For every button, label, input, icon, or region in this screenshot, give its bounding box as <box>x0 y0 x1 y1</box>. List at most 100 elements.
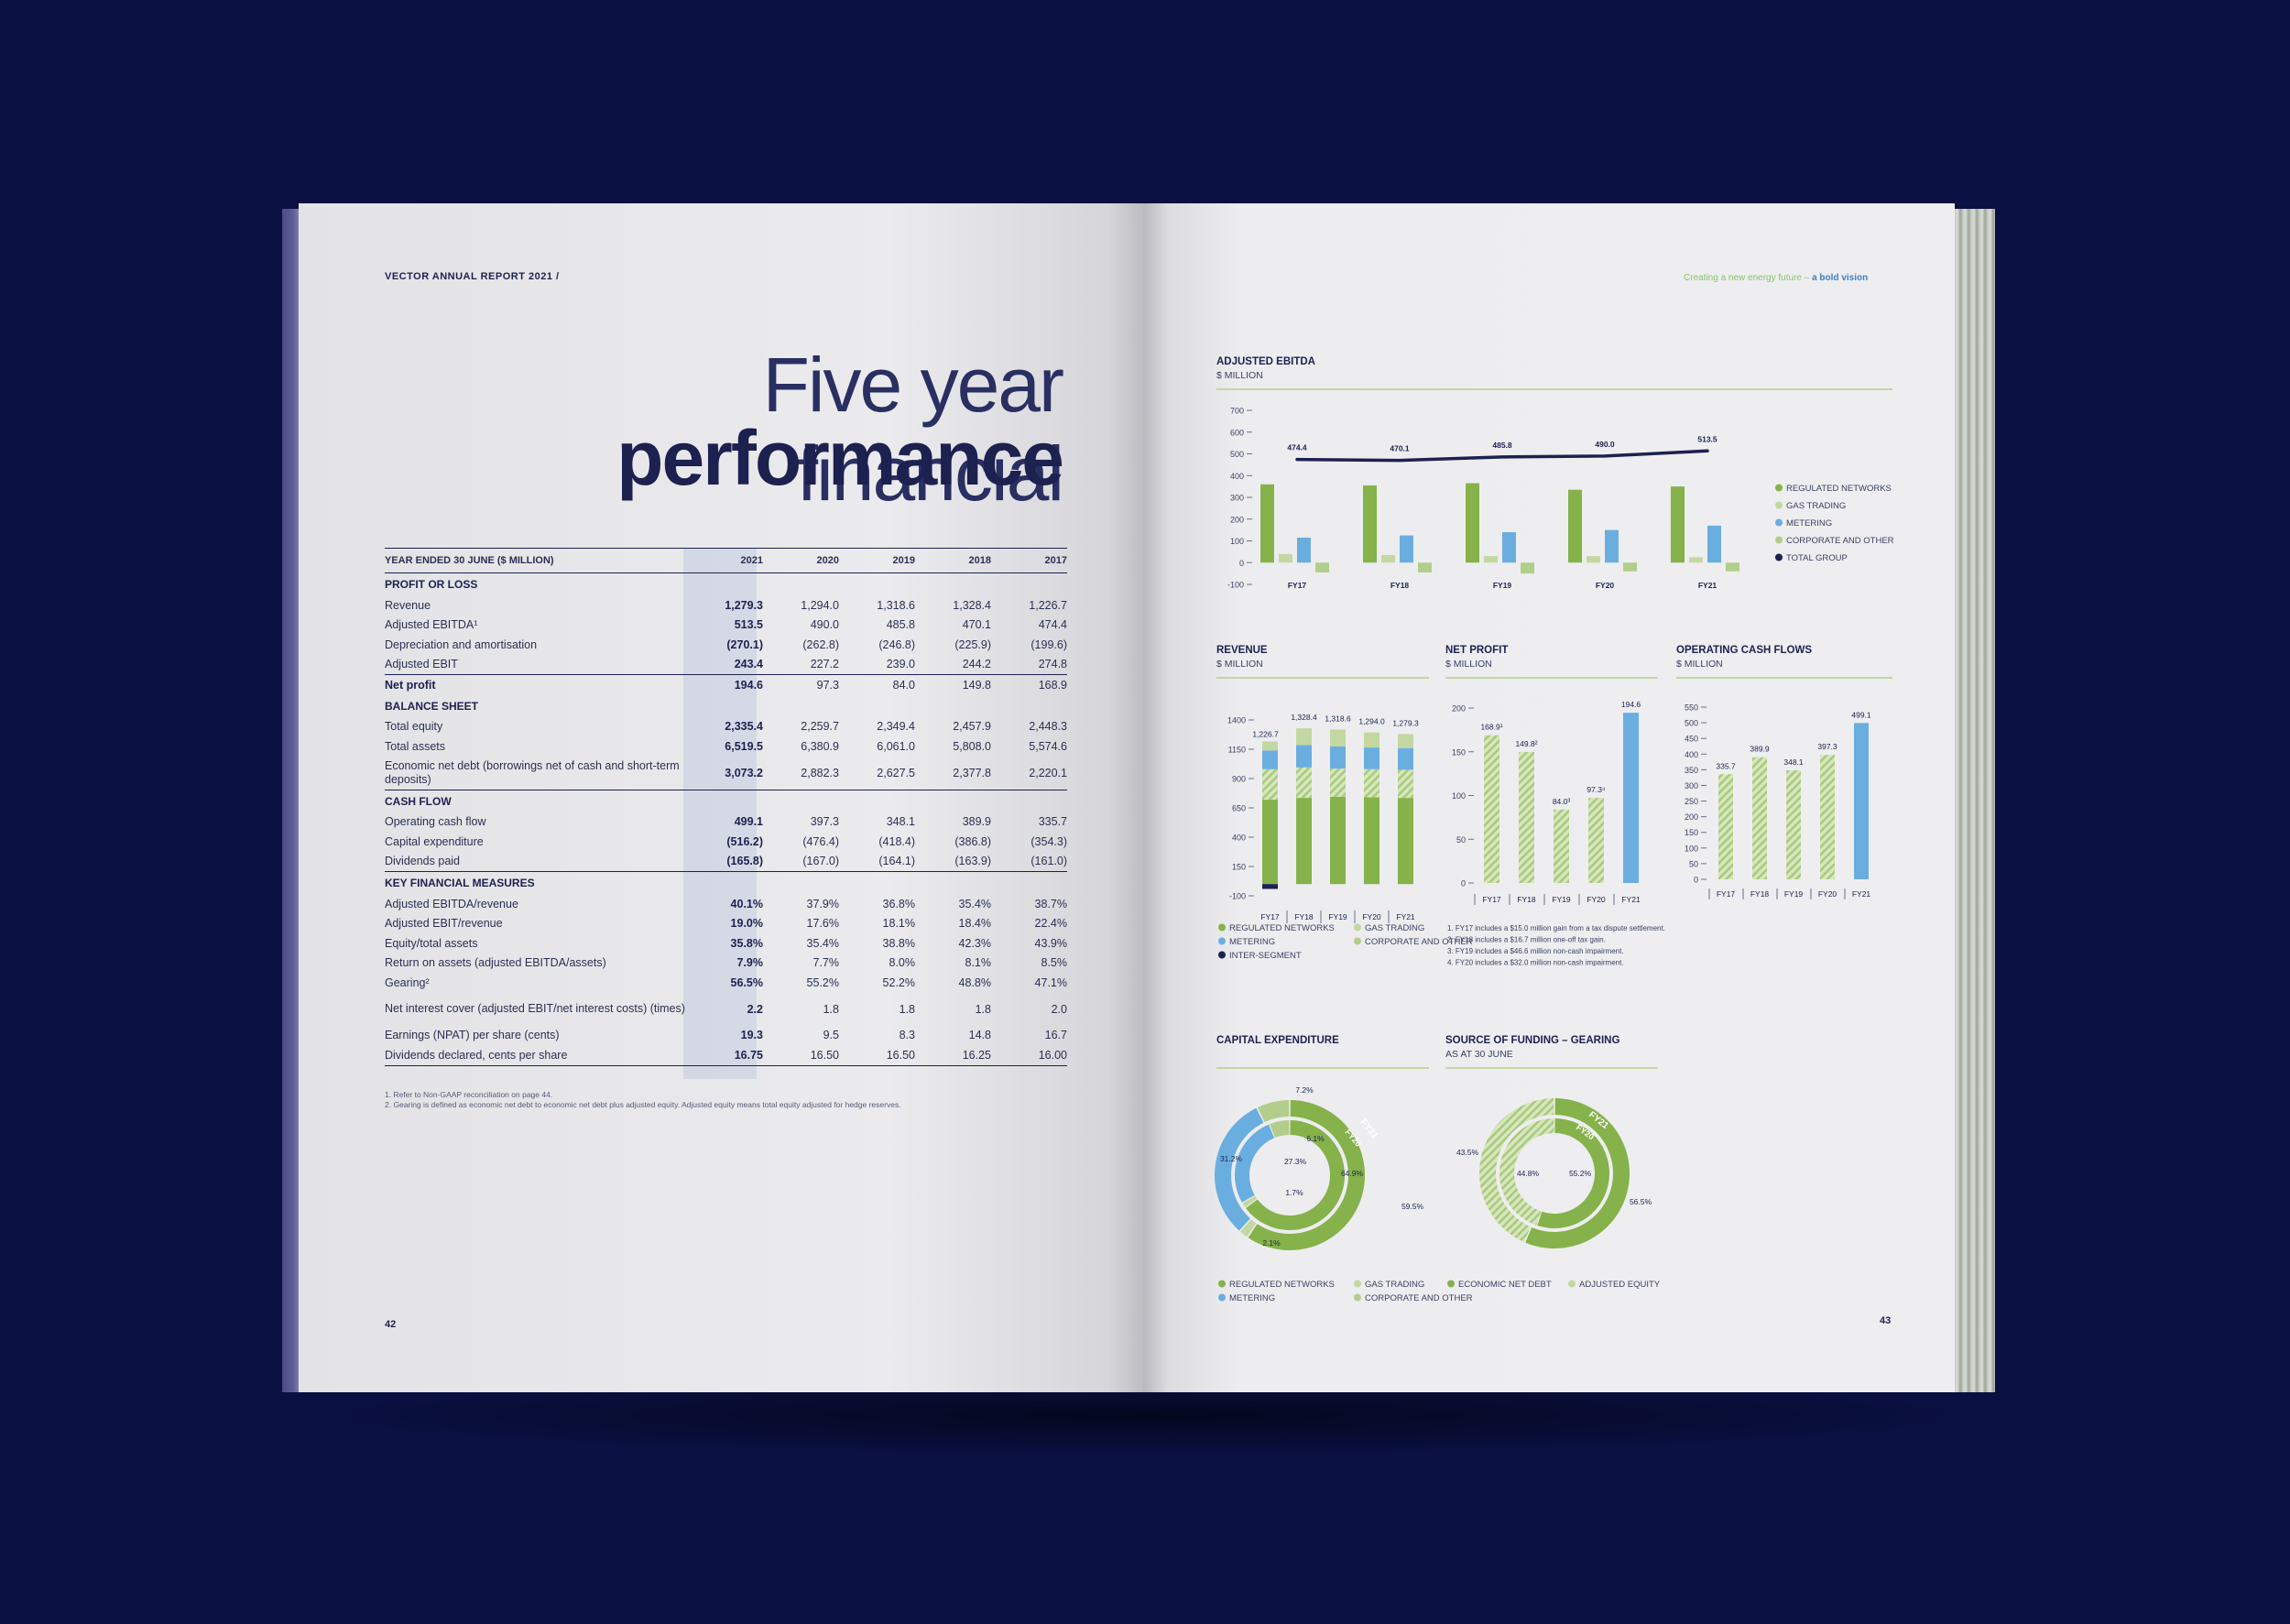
opcash-bar <box>1786 770 1801 879</box>
ebitda-bar <box>1671 486 1685 563</box>
row-value: (199.6) <box>1030 638 1067 651</box>
revenue-segment <box>1296 767 1312 799</box>
ebitda-bar <box>1315 562 1329 572</box>
row-value: 2,349.4 <box>877 720 915 734</box>
table-header-label: YEAR ENDED 30 JUNE ($ MILLION) <box>385 555 554 566</box>
table-row: Adjusted EBITDA/revenue 40.1% 37.9% 36.8% 35… <box>385 894 1067 914</box>
bar-data-label: 389.9 <box>1750 745 1770 754</box>
revenue-segment <box>1330 768 1346 797</box>
current-year-highlight <box>683 548 757 1079</box>
row-value: 335.7 <box>1038 815 1067 829</box>
legend-entry: GAS TRADING <box>1786 501 1846 511</box>
bar-total-label: 1,279.3 <box>1392 718 1419 727</box>
x-tick-label: FY21 <box>1852 889 1871 899</box>
chart-title: REVENUE <box>1216 645 1268 656</box>
slice-label: 55.2% <box>1569 1169 1592 1178</box>
capex-outer-segment <box>1248 1100 1366 1250</box>
legend-swatch <box>1775 484 1783 492</box>
footnote: 1. Refer to Non-GAAP reconciliation on p… <box>385 1090 553 1099</box>
row-value: (386.8) <box>954 834 991 848</box>
legend-swatch <box>1218 1293 1226 1302</box>
x-tick-label: FY17 <box>1288 581 1307 590</box>
row-value: 485.8 <box>886 618 915 632</box>
row-label: Total assets <box>385 739 446 753</box>
row-label: Operating cash flow <box>385 815 486 829</box>
revenue-segment <box>1364 768 1379 798</box>
legend-swatch <box>1218 937 1226 945</box>
table-footnotes: 1. Refer to Non-GAAP reconciliation on p… <box>385 1090 901 1110</box>
slice-label: 2.1% <box>1262 1238 1281 1248</box>
row-label: Net interest cover (adjusted EBIT/net in… <box>385 1002 685 1015</box>
row-label: Return on assets (adjusted EBITDA/assets… <box>385 956 606 970</box>
bar-data-label: 499.1 <box>1851 710 1871 719</box>
bar-data-label: 335.7 <box>1716 761 1736 770</box>
row-value: 227.2 <box>810 658 839 671</box>
capex-outer-segment <box>1257 1100 1290 1123</box>
row-label: Capital expenditure <box>385 834 484 848</box>
row-value: 52.2% <box>882 975 915 989</box>
row-value: 18.4% <box>958 917 991 931</box>
row-value: 38.8% <box>882 936 915 950</box>
row-value: 2,335.4 <box>725 720 763 734</box>
table-row: Adjusted EBIT/revenue 19.0% 17.6% 18.1% 18.4… <box>385 914 1067 934</box>
year-column-header: 2020 <box>816 555 839 566</box>
bar-total-label: 1,226.7 <box>1252 729 1279 738</box>
row-value: 2.0 <box>1051 1002 1067 1016</box>
chart-footnote: 4. FY20 includes a $32.0 million non-cas… <box>1447 959 1624 967</box>
x-tick-label: FY20 <box>1818 889 1837 899</box>
ring-label: FY21 <box>1358 1117 1380 1141</box>
ebitda-bar <box>1502 532 1516 563</box>
x-tick-label: FY17 <box>1260 912 1280 921</box>
ebitda-bar <box>1605 529 1619 563</box>
row-value: 16.50 <box>810 1048 839 1062</box>
legend-entry: CORPORATE AND OTHER <box>1786 536 1894 546</box>
x-tick-label: FY21 <box>1396 912 1415 921</box>
chart-subtitle: $ MILLION <box>1216 370 1263 381</box>
y-tick-label: 150 <box>1452 747 1466 757</box>
slice-label: 44.8% <box>1517 1169 1540 1178</box>
row-value: 5,574.6 <box>1029 739 1067 753</box>
row-value: 397.3 <box>810 815 839 829</box>
page-title-line2: performance <box>616 415 1064 501</box>
revenue-segment <box>1364 747 1379 769</box>
row-value: 16.00 <box>1038 1048 1067 1062</box>
chart-title: ADJUSTED EBITDA <box>1216 356 1315 367</box>
chart-subtitle: AS AT 30 JUNE <box>1445 1049 1513 1060</box>
row-value: 14.8 <box>968 1029 991 1042</box>
row-label: Adjusted EBIT/revenue <box>385 917 503 931</box>
line-data-label: 485.8 <box>1492 441 1512 450</box>
x-tick-label: FY18 <box>1294 912 1314 921</box>
row-value: 1,328.4 <box>953 598 991 612</box>
revenue-segment <box>1398 769 1413 799</box>
line-data-label: 490.0 <box>1595 440 1615 449</box>
ebitda-bar <box>1466 483 1479 563</box>
row-value: 243.4 <box>734 658 763 671</box>
chart-title: OPERATING CASH FLOWS <box>1676 645 1812 656</box>
row-value: (418.4) <box>878 834 915 848</box>
netprofit-bar <box>1554 809 1569 883</box>
chart-subtitle: $ MILLION <box>1216 659 1263 670</box>
row-value: 84.0 <box>892 678 915 692</box>
section-heading: BALANCE SHEET <box>385 695 1067 717</box>
y-tick-label: 150 <box>1232 863 1246 872</box>
row-value: 17.6% <box>806 917 839 931</box>
chart-subtitle: $ MILLION <box>1676 659 1723 670</box>
ebitda-bar <box>1381 554 1395 563</box>
legend-entry: METERING <box>1786 518 1832 529</box>
slice-label: 59.5% <box>1401 1202 1424 1211</box>
opcash-bar <box>1820 755 1835 879</box>
row-value: 194.6 <box>734 678 763 692</box>
bar-total-label: 1,328.4 <box>1291 713 1317 722</box>
chart-footnote: 1. FY17 includes a $15.0 million gain fr… <box>1447 924 1665 932</box>
table-row: Adjusted EBIT 243.4 227.2 239.0 244.2 274.8 <box>385 655 1067 675</box>
bar-data-label: 84.0³ <box>1553 797 1571 806</box>
row-value: 42.3% <box>958 936 991 950</box>
y-tick-label: 100 <box>1685 844 1698 853</box>
y-tick-label: 400 <box>1232 834 1246 843</box>
y-tick-label: 300 <box>1685 781 1698 790</box>
revenue-segment <box>1398 747 1413 770</box>
row-value: 37.9% <box>806 897 839 910</box>
funding-inner-segment <box>1499 1118 1554 1226</box>
legend-entry: CORPORATE AND OTHER <box>1365 937 1473 947</box>
chart-title: CAPITAL EXPENDITURE <box>1216 1035 1339 1046</box>
